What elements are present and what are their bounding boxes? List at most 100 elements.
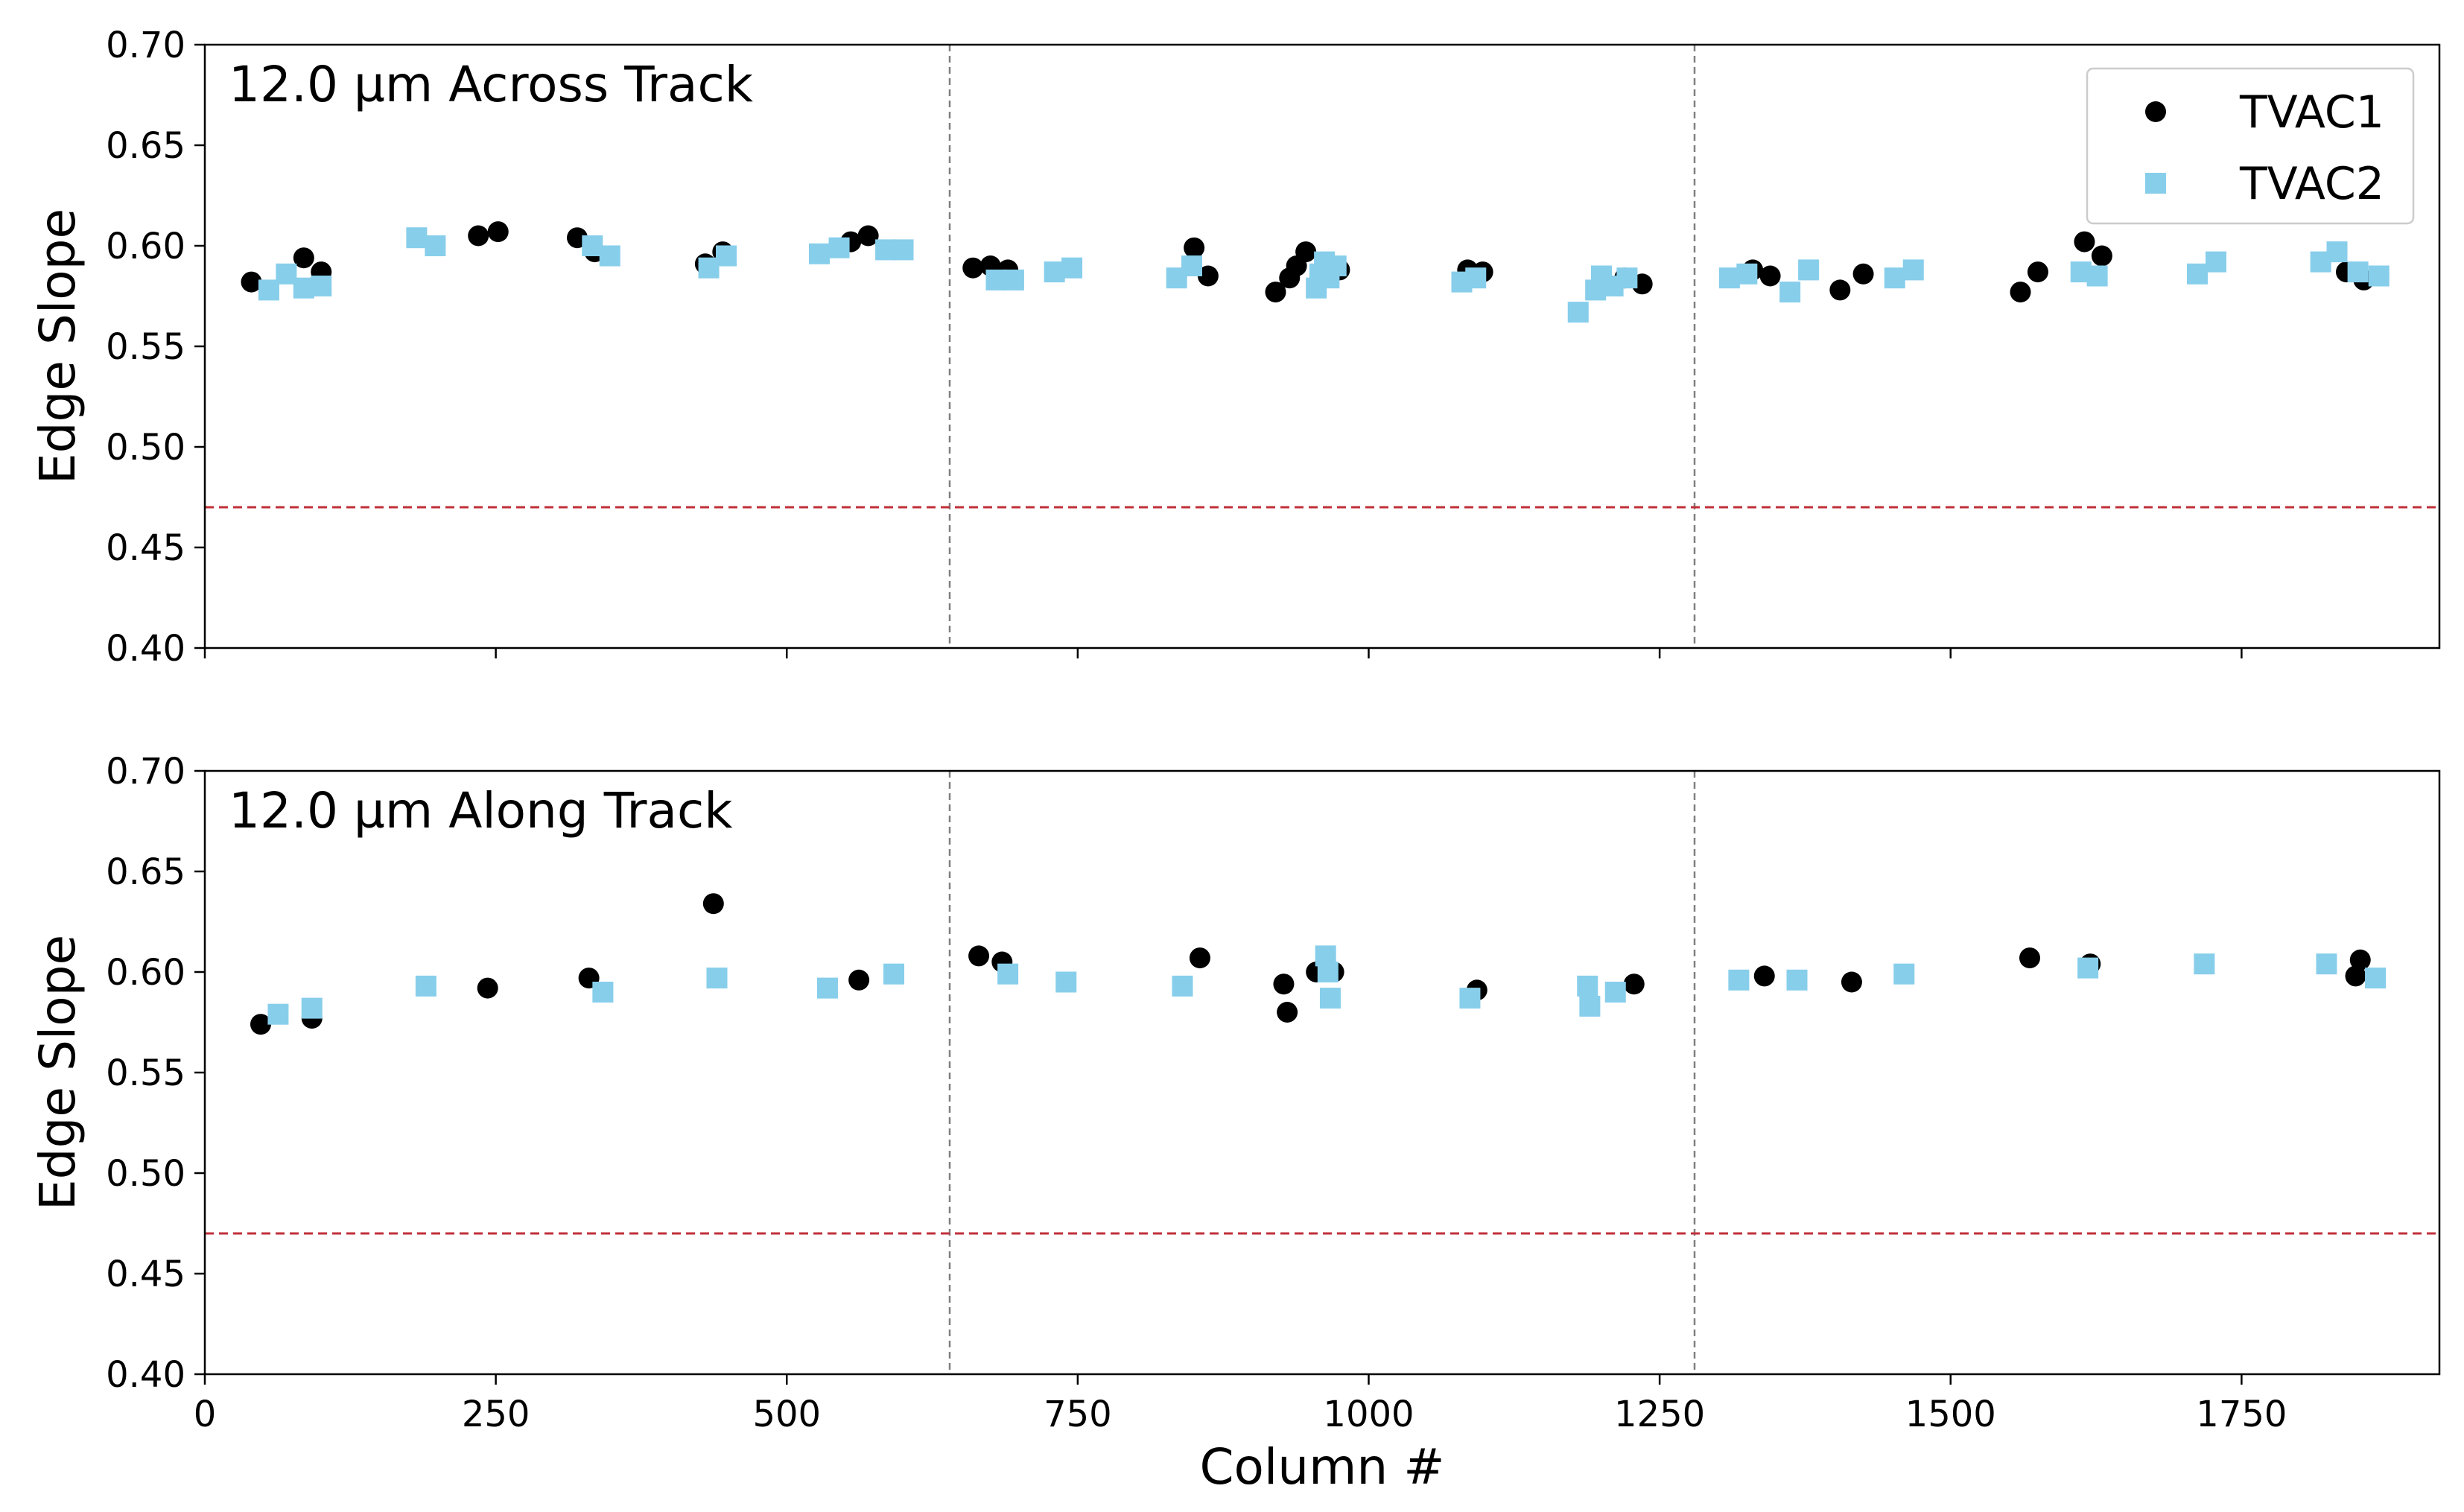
data-point (2326, 241, 2348, 263)
data-point (968, 945, 990, 967)
y-tick-label: 0.60 (106, 952, 185, 994)
data-point (875, 239, 897, 261)
data-point (1623, 973, 1645, 995)
y-tick-label: 0.60 (106, 226, 185, 267)
x-tick-label: 1500 (1905, 1394, 1996, 1435)
legend-label: TVAC2 (2239, 158, 2384, 210)
data-point (2368, 265, 2390, 287)
data-point (883, 963, 904, 985)
data-point (2206, 251, 2226, 273)
data-point (1044, 261, 1065, 283)
data-point (1181, 255, 1202, 276)
y-tick-label: 0.65 (106, 851, 185, 893)
x-tick-label: 1250 (1614, 1394, 1705, 1435)
data-point (1567, 302, 1589, 323)
y-tick-label: 0.70 (106, 751, 185, 792)
data-point (857, 225, 879, 247)
data-point (1884, 267, 1905, 289)
y-tick-label: 0.45 (106, 527, 185, 569)
data-point (2086, 265, 2108, 287)
legend-marker (2145, 101, 2166, 122)
data-point (267, 1003, 289, 1025)
data-point (1184, 237, 1205, 258)
data-point (1577, 975, 1598, 997)
data-point (1003, 269, 1024, 290)
data-point (250, 1014, 271, 1035)
data-point (2347, 261, 2369, 283)
data-point (1265, 282, 1286, 303)
data-point (1604, 982, 1626, 1003)
data-point (2074, 231, 2095, 252)
x-tick-label: 1000 (1323, 1394, 1414, 1435)
legend-label: TVAC1 (2239, 86, 2384, 139)
data-point (1728, 969, 1750, 991)
data-point (301, 997, 323, 1019)
data-point (1189, 947, 1210, 969)
y-axis-label: Edge Slope (29, 935, 86, 1210)
data-point (2349, 949, 2371, 971)
data-point (311, 276, 332, 296)
legend: TVAC1 TVAC2 (2086, 67, 2415, 225)
data-point (716, 245, 737, 267)
y-tick-label: 0.50 (106, 427, 185, 468)
data-point (1295, 241, 1317, 263)
plot-frame (203, 769, 2441, 1376)
data-point (985, 269, 1007, 290)
data-point (1893, 963, 1915, 985)
panel-2: 0.40 0.45 0.50 0.55 0.60 0.65 0.70 0 250 500 750 10… (29, 751, 2441, 1435)
data-point (1829, 279, 1851, 301)
x-tick-label: 250 (462, 1394, 530, 1435)
x-tick-label: 1750 (2196, 1394, 2287, 1435)
x-tick-label: 750 (1044, 1394, 1112, 1435)
data-point (1852, 263, 1874, 285)
y-tick-label: 0.50 (106, 1153, 185, 1195)
data-point (258, 279, 279, 301)
data-point (2187, 263, 2208, 285)
data-point (2365, 968, 2387, 989)
data-point (2345, 965, 2366, 987)
data-point (816, 977, 838, 999)
y-tick-label: 0.70 (106, 25, 185, 66)
data-point (1317, 962, 1339, 982)
data-point (415, 975, 436, 997)
data-point (698, 257, 720, 279)
data-point (828, 237, 850, 258)
data-point (2019, 947, 2040, 969)
data-point (1197, 265, 1219, 287)
panel-title: 12.0 µm Across Track (229, 56, 754, 113)
x-tick-label: 500 (752, 1394, 821, 1435)
data-point (2027, 261, 2048, 283)
data-point (2194, 953, 2215, 975)
legend-marker (2145, 173, 2166, 194)
data-point (1841, 971, 1862, 993)
data-point (582, 235, 603, 256)
data-point (1779, 282, 1801, 303)
data-point (997, 963, 1019, 985)
data-point (1736, 263, 1758, 285)
data-point (706, 968, 728, 989)
data-point (468, 225, 489, 247)
data-point (1172, 975, 1193, 997)
data-point (1902, 259, 1924, 281)
data-point (2077, 957, 2099, 979)
series-tvac2 (267, 945, 2387, 1025)
y-tick-label: 0.45 (106, 1254, 185, 1295)
series-tvac1 (241, 221, 2375, 303)
data-point (848, 969, 870, 991)
data-point (2091, 245, 2112, 267)
data-point (1718, 267, 1740, 289)
legend-box (2086, 67, 2415, 225)
data-point (599, 245, 620, 267)
data-point (1319, 988, 1341, 1009)
y-tick-label: 0.65 (106, 125, 185, 167)
data-point (293, 277, 314, 299)
data-point (962, 257, 984, 279)
plot-frame (203, 43, 2441, 649)
data-point (1579, 995, 1601, 1017)
data-point (241, 271, 262, 293)
x-tick-label: 0 (194, 1394, 217, 1435)
data-point (1798, 259, 1820, 281)
data-point (1277, 1002, 1298, 1023)
series-tvac2 (258, 227, 2390, 323)
